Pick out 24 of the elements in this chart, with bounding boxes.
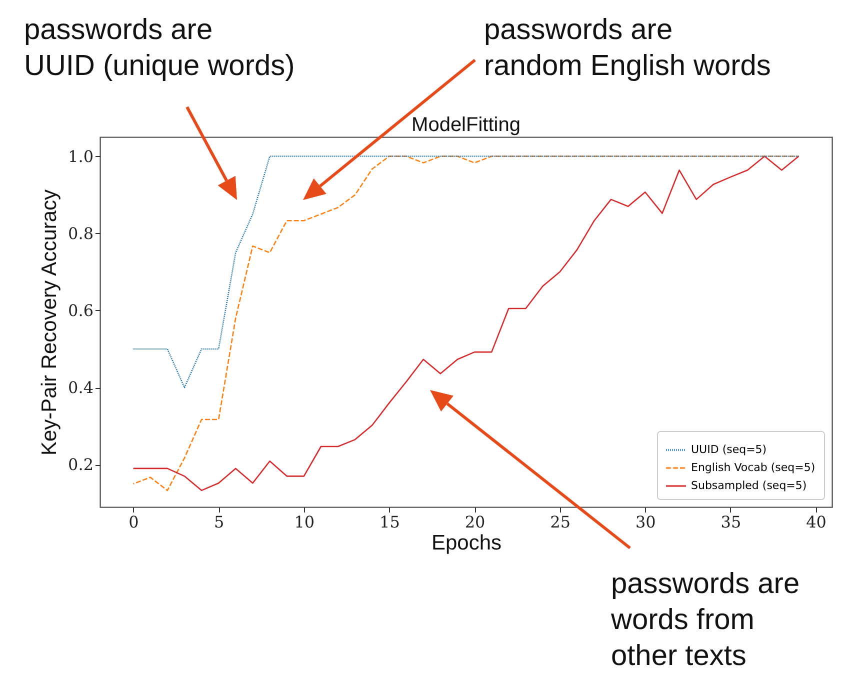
x-tick-label: 5 xyxy=(214,512,224,532)
line-series xyxy=(132,156,800,388)
text: passwords are random English words xyxy=(484,13,771,84)
y-tick-label: 0.6 xyxy=(68,300,94,320)
y-tick-label: 0.4 xyxy=(68,378,94,398)
legend-label: English Vocab (seq=5) xyxy=(691,461,816,474)
y-axis-title: Key-Pair Recovery Accuracy xyxy=(38,188,62,456)
x-axis-title: Epochs xyxy=(431,532,502,554)
y-tick-label: 0.8 xyxy=(68,224,94,243)
chart-title: ModelFitting xyxy=(412,114,520,136)
y-tick-label: 0.2 xyxy=(68,455,94,474)
legend-label: Subsampled (seq=5) xyxy=(691,479,807,492)
x-tick-label: 15 xyxy=(380,512,400,532)
x-tick-label: 0 xyxy=(128,512,139,532)
x-tick-label: 40 xyxy=(806,512,826,532)
x-tick-label: 30 xyxy=(635,512,656,532)
x-tick-label: 35 xyxy=(720,512,742,532)
x-tick-label: 20 xyxy=(464,512,486,532)
text: passwords are UUID (unique words) xyxy=(24,13,295,84)
text: passwords are words from other texts xyxy=(611,567,800,674)
y-tick-label: 1.0 xyxy=(68,146,94,166)
x-tick-label: 10 xyxy=(294,512,315,532)
legend-label: UUID (seq=5) xyxy=(691,443,767,456)
x-tick-label: 25 xyxy=(550,512,571,532)
